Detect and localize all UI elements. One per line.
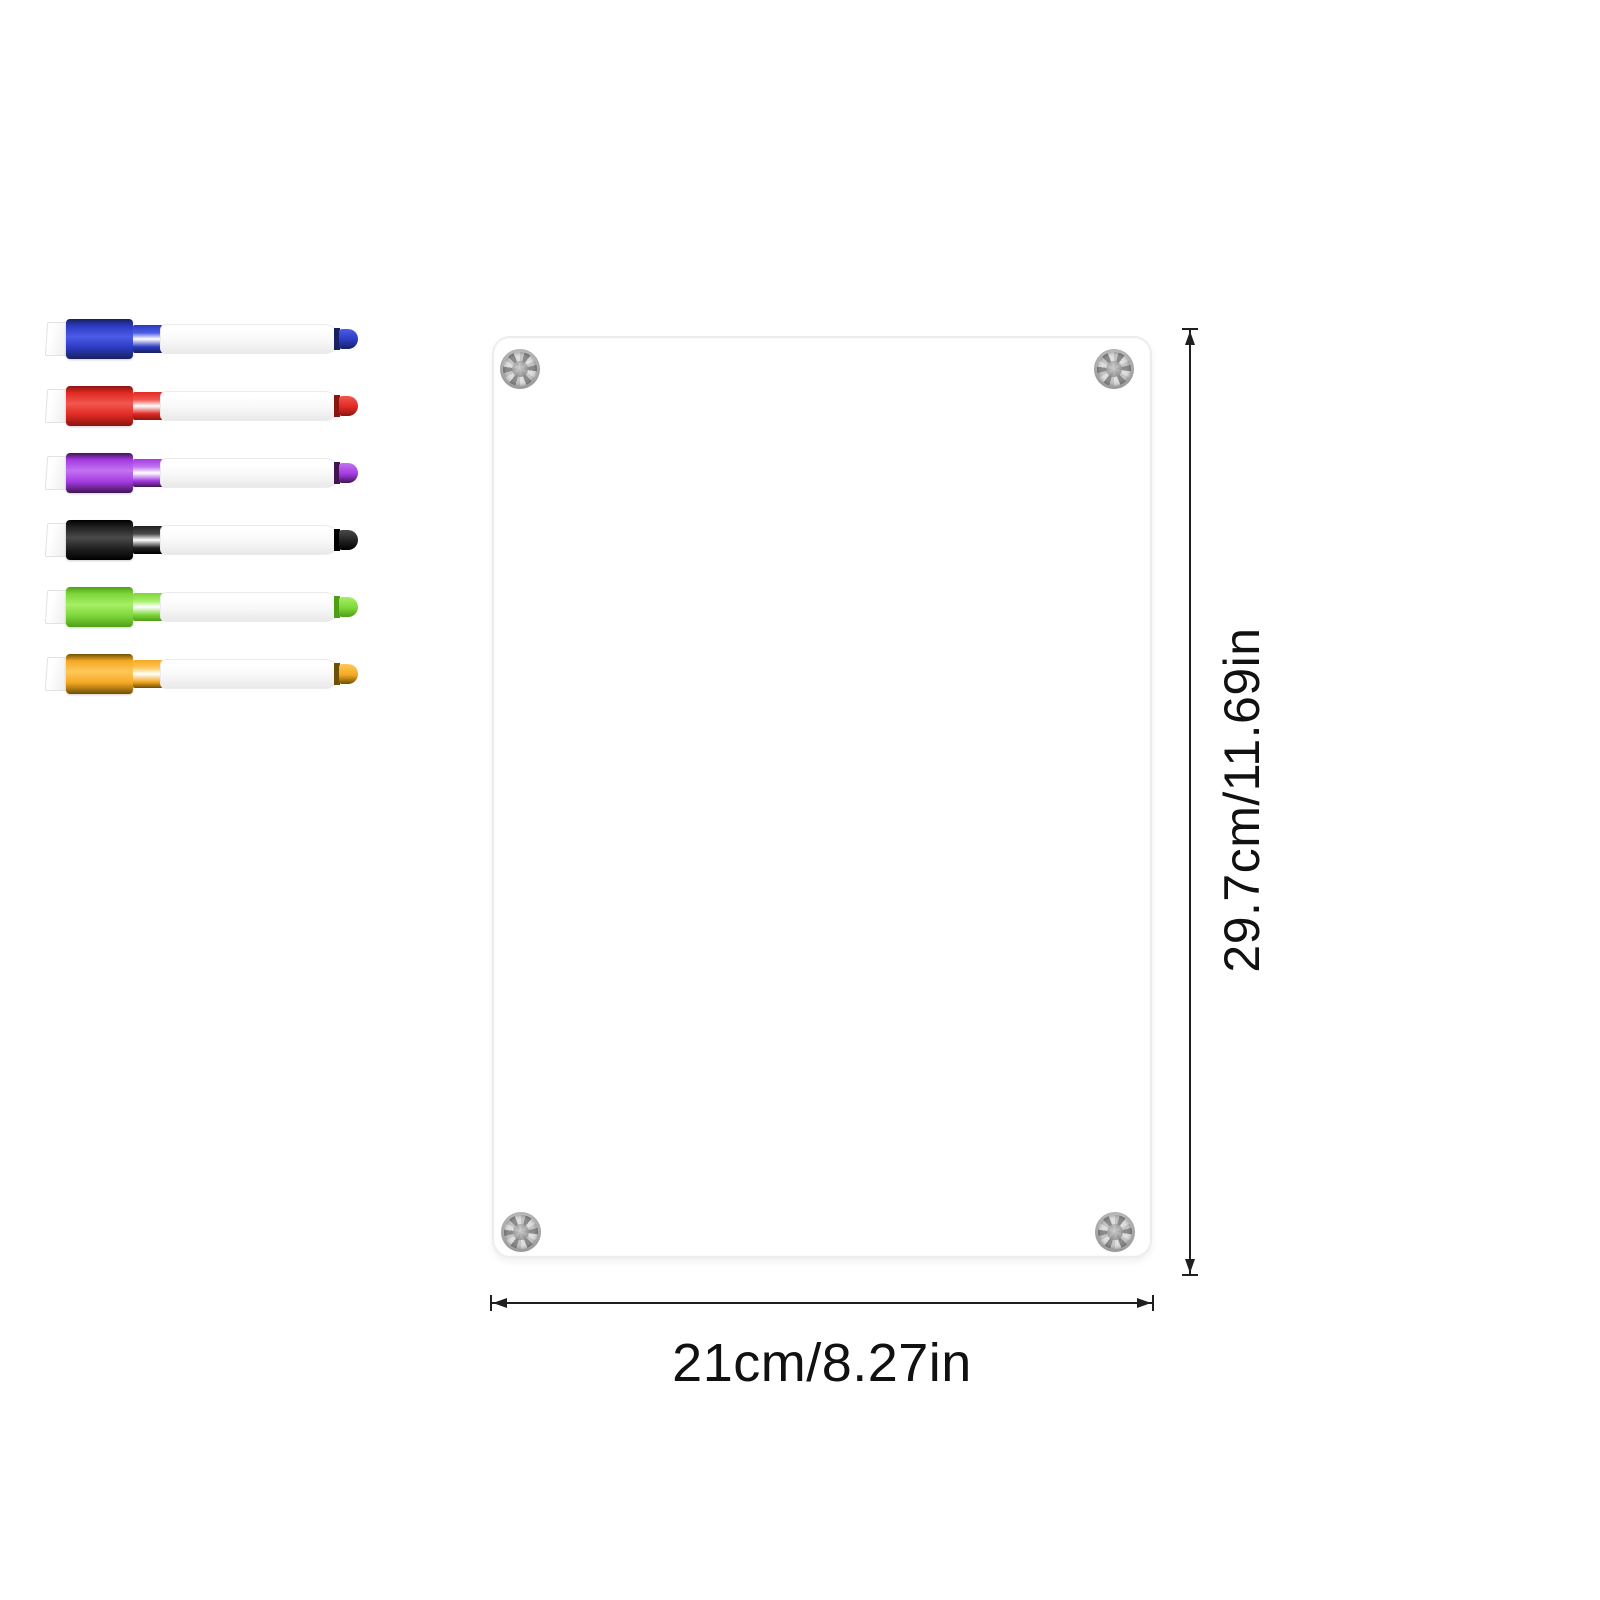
marker-blue	[44, 317, 358, 361]
marker-red	[44, 384, 358, 428]
marker-tail-ring	[334, 395, 340, 417]
height-dimension: 29.7cm/11.69in	[1176, 328, 1336, 1276]
marker-cap	[66, 587, 133, 627]
marker-cap-collar	[133, 660, 163, 688]
marker-green	[44, 585, 358, 629]
marker-black	[44, 518, 358, 562]
marker-set	[0, 0, 420, 760]
marker-body	[160, 458, 340, 488]
marker-cap	[66, 520, 133, 560]
marker-cap	[66, 319, 133, 359]
marker-tail	[339, 463, 358, 483]
arrow-right-icon	[1137, 1298, 1151, 1308]
marker-tail	[339, 664, 358, 684]
marker-cap	[66, 654, 133, 694]
arrow-left-icon	[493, 1298, 507, 1308]
marker-purple	[44, 451, 358, 495]
width-dimension: 21cm/8.27in	[486, 1293, 1158, 1413]
dimension-tick	[1182, 1274, 1198, 1276]
marker-body	[160, 592, 340, 622]
acrylic-board	[492, 336, 1152, 1258]
corner-screw-bottom-left	[501, 1212, 541, 1252]
marker-cap	[66, 453, 133, 493]
marker-tail-ring	[334, 663, 340, 685]
marker-cap-collar	[133, 325, 163, 353]
corner-screw-top-right	[1094, 349, 1134, 389]
corner-screw-top-left	[500, 349, 540, 389]
marker-cap-collar	[133, 526, 163, 554]
marker-cap-collar	[133, 459, 163, 487]
marker-tail	[339, 597, 358, 617]
marker-body	[160, 659, 340, 689]
arrow-down-icon	[1185, 1259, 1195, 1273]
marker-tail	[339, 530, 358, 550]
marker-tail-ring	[334, 462, 340, 484]
dimension-tick	[1182, 328, 1198, 330]
marker-cap-collar	[133, 593, 163, 621]
marker-tail-ring	[334, 328, 340, 350]
marker-body	[160, 391, 340, 421]
marker-body	[160, 324, 340, 354]
height-dimension-label: 29.7cm/11.69in	[1214, 627, 1270, 973]
marker-tail-ring	[334, 596, 340, 618]
marker-cap	[66, 386, 133, 426]
width-dimension-label: 21cm/8.27in	[672, 1333, 972, 1393]
height-dimension-line	[1189, 330, 1191, 1274]
marker-body	[160, 525, 340, 555]
marker-orange	[44, 652, 358, 696]
corner-screw-bottom-right	[1095, 1212, 1135, 1252]
arrow-up-icon	[1185, 331, 1195, 345]
marker-cap-collar	[133, 392, 163, 420]
marker-tail-ring	[334, 529, 340, 551]
marker-tail	[339, 396, 358, 416]
marker-tail	[339, 329, 358, 349]
width-dimension-line	[490, 1302, 1154, 1304]
